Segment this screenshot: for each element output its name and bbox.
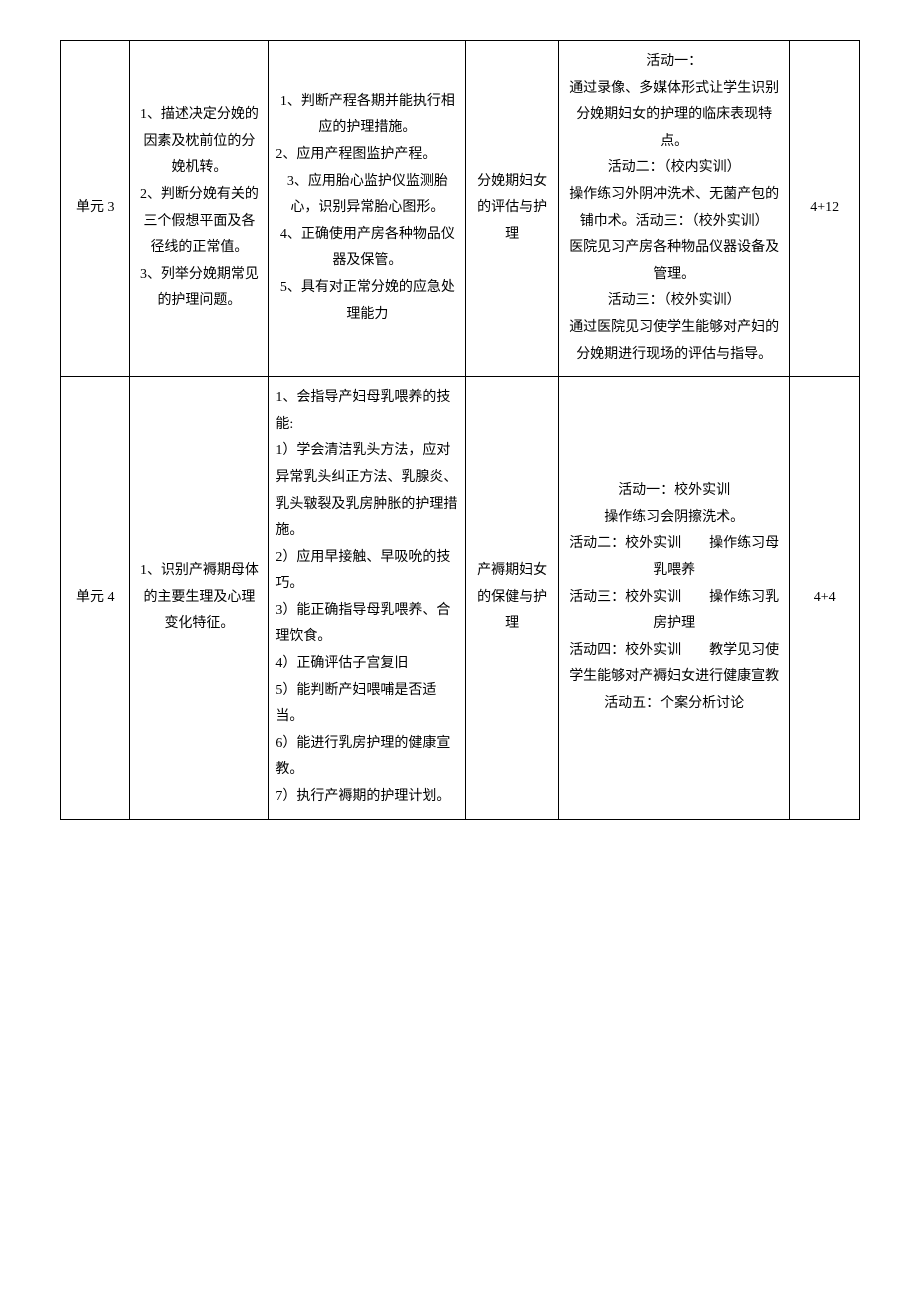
activity-item: 活动二：（校内实训） bbox=[565, 155, 784, 182]
activity-item: 医院见习产房各种物品仪器设备及管理。 bbox=[565, 235, 784, 288]
activity-item: 操作练习会阴擦洗术。 bbox=[565, 505, 784, 532]
activity-item: 通过医院见习使学生能够对产妇的分娩期进行现场的评估与指导。 bbox=[565, 315, 784, 368]
activity-item: 活动二：校外实训 操作练习母乳喂养 bbox=[565, 531, 784, 584]
skill-item: 6）能进行乳房护理的健康宣教。 bbox=[275, 731, 459, 784]
hours-cell: 4+12 bbox=[790, 41, 860, 377]
skill-item: 1、判断产程各期并能执行相应的护理措施。 bbox=[275, 89, 459, 142]
hours-cell: 4+4 bbox=[790, 377, 860, 820]
unit-cell: 单元 4 bbox=[61, 377, 130, 820]
skill-item: 1）学会清洁乳头方法，应对异常乳头纠正方法、乳腺炎、乳头皲裂及乳房肿胀的护理措施… bbox=[275, 438, 459, 544]
knowledge-item: 1、描述决定分娩的因素及枕前位的分娩机转。 bbox=[136, 102, 262, 182]
activity-item: 通过录像、多媒体形式让学生识别分娩期妇女的护理的临床表现特点。 bbox=[565, 76, 784, 156]
topic-cell: 分娩期妇女的评估与护理 bbox=[466, 41, 559, 377]
skill-cell: 1、判断产程各期并能执行相应的护理措施。 2、应用产程图监护产程。 3、应用胎心… bbox=[269, 41, 466, 377]
table-row: 单元 4 1、识别产褥期母体的主要生理及心理变化特征。 1、会指导产妇母乳喂养的… bbox=[61, 377, 860, 820]
skill-item: 5、具有对正常分娩的应急处理能力 bbox=[275, 275, 459, 328]
activity-item: 活动三：校外实训 操作练习乳房护理 bbox=[565, 585, 784, 638]
activity-item: 活动一：校外实训 bbox=[565, 478, 784, 505]
skill-item: 5）能判断产妇喂哺是否适当。 bbox=[275, 678, 459, 731]
activity-item: 活动四：校外实训 教学见习使学生能够对产褥妇女进行健康宣教 bbox=[565, 638, 784, 691]
course-table: 单元 3 1、描述决定分娩的因素及枕前位的分娩机转。 2、判断分娩有关的三个假想… bbox=[60, 40, 860, 820]
activity-item: 操作练习外阴冲洗术、无菌产包的铺巾术。活动三：（校外实训） bbox=[565, 182, 784, 235]
skill-item: 4、正确使用产房各种物品仪器及保管。 bbox=[275, 222, 459, 275]
skill-item: 3）能正确指导母乳喂养、合理饮食。 bbox=[275, 598, 459, 651]
skill-item: 4）正确评估子宫复旧 bbox=[275, 651, 459, 678]
skill-item: 2、应用产程图监护产程。 bbox=[275, 142, 459, 169]
skill-item: 3、应用胎心监护仪监测胎心，识别异常胎心图形。 bbox=[275, 169, 459, 222]
skill-item: 1、会指导产妇母乳喂养的技能: bbox=[275, 385, 459, 438]
topic-cell: 产褥期妇女的保健与护理 bbox=[466, 377, 559, 820]
unit-cell: 单元 3 bbox=[61, 41, 130, 377]
knowledge-item: 1、识别产褥期母体的主要生理及心理变化特征。 bbox=[136, 558, 262, 638]
skill-item: 7）执行产褥期的护理计划。 bbox=[275, 784, 459, 811]
table-row: 单元 3 1、描述决定分娩的因素及枕前位的分娩机转。 2、判断分娩有关的三个假想… bbox=[61, 41, 860, 377]
activity-cell: 活动一：校外实训 操作练习会阴擦洗术。 活动二：校外实训 操作练习母乳喂养 活动… bbox=[558, 377, 790, 820]
activity-item: 活动一： bbox=[565, 49, 784, 76]
activity-item: 活动三：（校外实训） bbox=[565, 288, 784, 315]
skill-cell: 1、会指导产妇母乳喂养的技能: 1）学会清洁乳头方法，应对异常乳头纠正方法、乳腺… bbox=[269, 377, 466, 820]
knowledge-item: 3、列举分娩期常见的护理问题。 bbox=[136, 262, 262, 315]
knowledge-item: 2、判断分娩有关的三个假想平面及各径线的正常值。 bbox=[136, 182, 262, 262]
activity-cell: 活动一： 通过录像、多媒体形式让学生识别分娩期妇女的护理的临床表现特点。 活动二… bbox=[558, 41, 790, 377]
activity-item: 活动五：个案分析讨论 bbox=[565, 691, 784, 718]
skill-item: 2）应用早接触、早吸吮的技巧。 bbox=[275, 545, 459, 598]
knowledge-cell: 1、识别产褥期母体的主要生理及心理变化特征。 bbox=[130, 377, 269, 820]
knowledge-cell: 1、描述决定分娩的因素及枕前位的分娩机转。 2、判断分娩有关的三个假想平面及各径… bbox=[130, 41, 269, 377]
